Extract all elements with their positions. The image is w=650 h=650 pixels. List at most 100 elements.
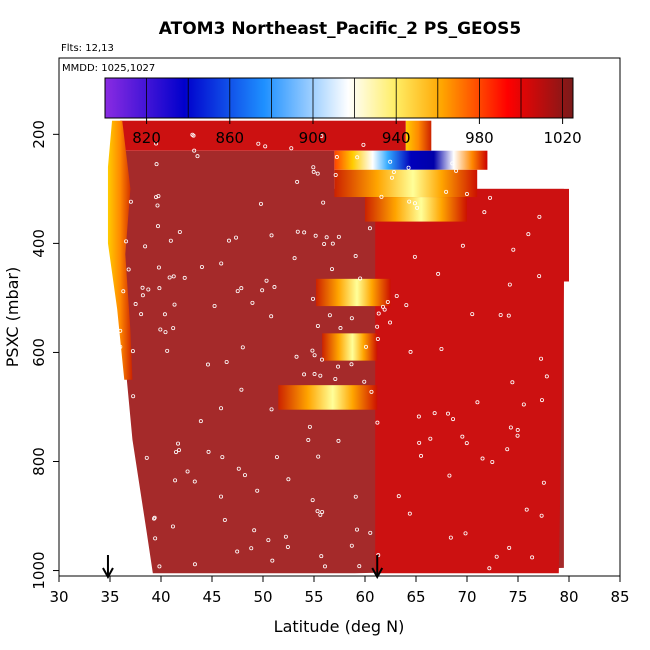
observation-marker (140, 293, 145, 298)
observation-marker (269, 314, 274, 319)
observation-marker (264, 278, 269, 283)
observation-marker (444, 189, 449, 194)
observation-marker (157, 564, 162, 569)
x-axis: 30 35 40 45 50 55 60 65 70 75 80 85 (49, 575, 630, 606)
field-blue-band (334, 150, 488, 170)
x-tick-label: 60 (355, 588, 374, 606)
observation-marker (315, 323, 320, 328)
observation-marker (412, 254, 417, 259)
colorbar-bar (104, 77, 574, 119)
field-red-region (375, 188, 569, 574)
colorbar-tick-label: 940 (382, 129, 411, 147)
observation-marker (155, 224, 160, 229)
observation-marker (224, 360, 229, 365)
observation-marker (361, 142, 366, 147)
y-tick-label: 1000 (30, 551, 48, 589)
observation-marker (363, 344, 368, 349)
observation-marker (388, 159, 393, 164)
colorbar-ticks: 820 860 900 940 980 1020 (104, 78, 582, 147)
observation-marker (131, 394, 136, 399)
observation-marker (157, 286, 162, 291)
observation-marker (176, 448, 181, 453)
observation-marker (482, 210, 487, 215)
y-tick-label: 600 (30, 338, 48, 367)
observation-marker (375, 420, 380, 425)
observation-marker (266, 538, 271, 543)
observation-marker (125, 475, 130, 480)
observation-marker (537, 214, 542, 219)
observation-marker (155, 203, 160, 208)
observation-marker (260, 288, 265, 293)
y-tick-label: 400 (30, 229, 48, 258)
x-tick-label: 50 (253, 588, 272, 606)
chart-title: ATOM3 Northeast_Pacific_2 PS_GEOS5 (159, 19, 521, 39)
observation-marker (539, 398, 544, 403)
observation-marker (252, 528, 257, 533)
observation-marker (234, 235, 239, 240)
observation-marker (407, 199, 412, 204)
flight-arrow-head (371, 567, 384, 580)
observation-marker (407, 511, 412, 516)
observation-marker (295, 179, 300, 184)
observation-marker (140, 285, 145, 290)
observation-marker (505, 447, 510, 452)
observation-marker (319, 133, 324, 138)
observation-marker (121, 462, 126, 467)
observation-marker (313, 233, 318, 238)
observation-marker (239, 387, 244, 392)
observation-marker (436, 271, 441, 276)
observation-marker (394, 294, 399, 299)
observation-marker (222, 518, 227, 523)
observation-marker (498, 313, 503, 318)
field-top-strip-edge (405, 120, 432, 151)
y-tick-label: 800 (30, 447, 48, 476)
observation-marker (128, 199, 133, 204)
observation-marker (289, 146, 294, 151)
observation-marker (368, 530, 373, 535)
observation-marker (118, 328, 123, 333)
observation-marker (311, 169, 316, 174)
observation-marker (450, 161, 455, 166)
observation-marker (494, 554, 499, 559)
observation-marker (302, 372, 307, 377)
observation-marker (168, 238, 173, 243)
observation-marker (170, 524, 175, 529)
observation-marker (327, 313, 332, 318)
observation-marker (324, 235, 329, 240)
observation-marker (294, 354, 299, 359)
observation-marker (544, 374, 549, 379)
flight-arrow-head (102, 567, 114, 580)
observation-marker (212, 304, 217, 309)
observation-marker (349, 316, 354, 321)
observation-marker (385, 299, 390, 304)
observation-marker (315, 509, 320, 514)
observation-marker (310, 348, 315, 353)
observation-marker (412, 201, 417, 206)
flights-note: Flts: 12,13 (61, 43, 114, 54)
observation-marker (239, 286, 244, 291)
observation-marker (330, 241, 335, 246)
observation-marker (526, 232, 531, 237)
observation-marker (510, 380, 515, 385)
observation-marker (322, 241, 327, 246)
observation-marker (206, 449, 211, 454)
observation-marker (236, 466, 241, 471)
observation-marker (162, 312, 167, 317)
observation-marker (490, 459, 495, 464)
observation-marker (451, 417, 456, 422)
observation-marker (319, 554, 324, 559)
observation-marker (318, 373, 323, 378)
observation-marker (126, 267, 131, 272)
x-tick-label: 40 (151, 588, 170, 606)
observation-marker (302, 230, 307, 235)
observation-marker (470, 312, 475, 317)
observation-marker (464, 441, 469, 446)
observation-marker (192, 562, 197, 567)
observation-marker (460, 434, 465, 439)
observation-marker (292, 256, 297, 261)
observation-marker (447, 473, 452, 478)
observation-marker (258, 201, 263, 206)
observation-marker (349, 543, 354, 548)
